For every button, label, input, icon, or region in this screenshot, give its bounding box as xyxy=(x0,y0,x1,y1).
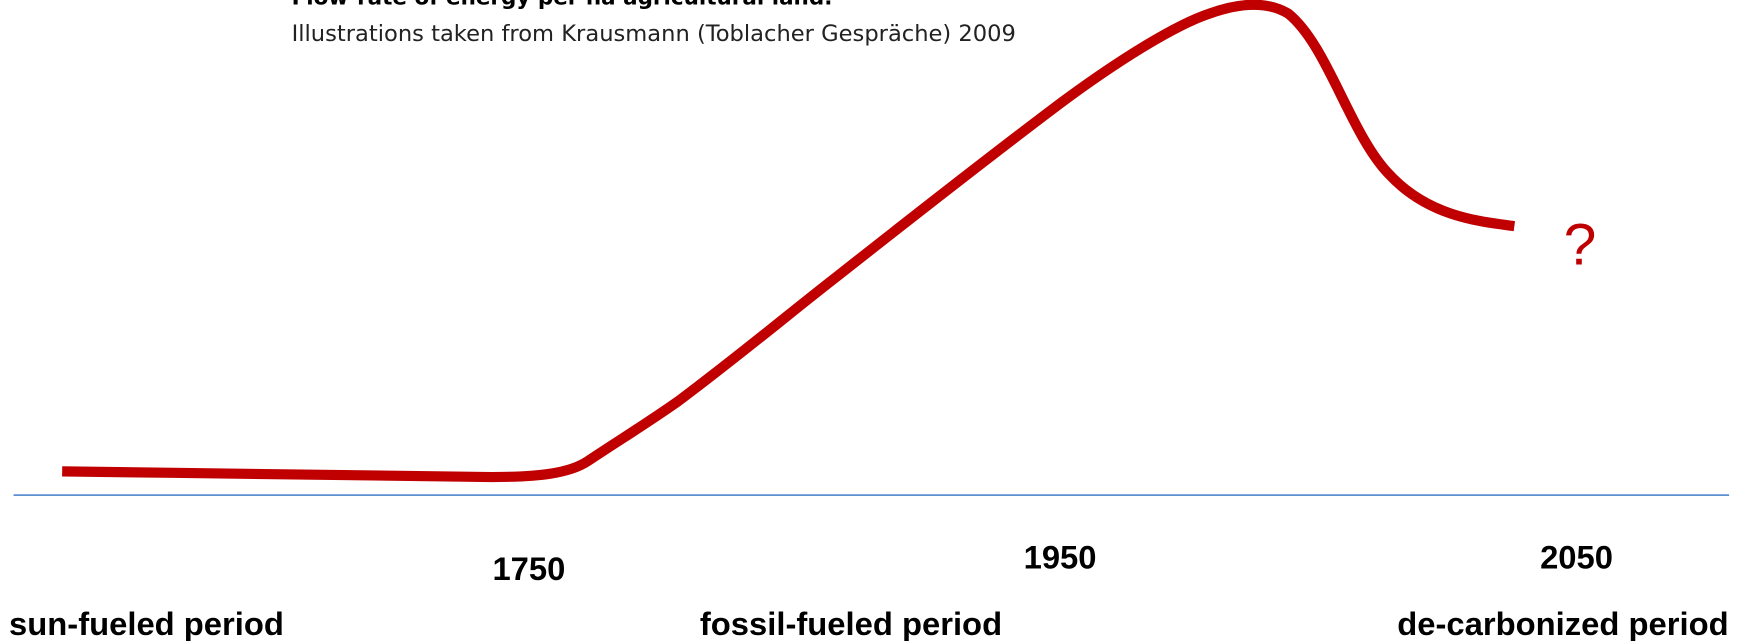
period-label: fossil-fueled period xyxy=(700,605,1002,641)
source: Illustrations taken from Krausmann (Tobl… xyxy=(292,21,1016,47)
period-label: de-carbonized period xyxy=(1397,605,1728,641)
title: Flow-rate of energy per ha agricultural … xyxy=(292,0,833,11)
year-label: 1950 xyxy=(1024,539,1097,576)
question-mark: ? xyxy=(1564,213,1597,278)
period-label: sun-fueled period xyxy=(9,605,284,641)
year-label: 1750 xyxy=(492,550,565,587)
year-label: 2050 xyxy=(1540,539,1613,576)
energy-curve xyxy=(62,0,1516,483)
